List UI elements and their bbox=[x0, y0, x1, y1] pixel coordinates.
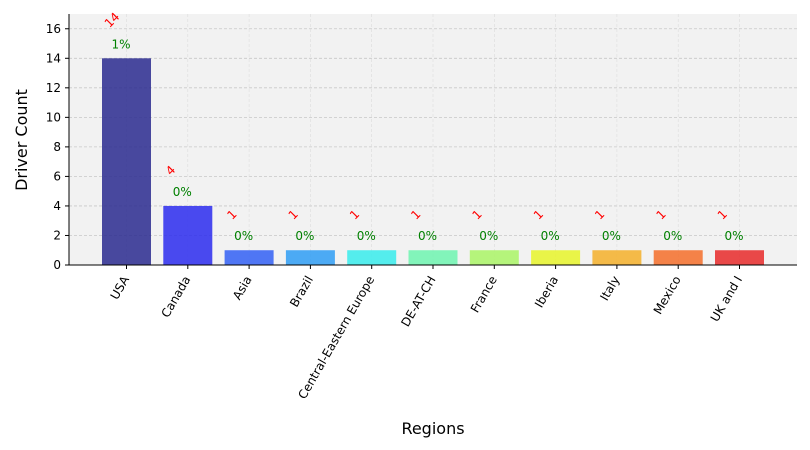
bar bbox=[347, 250, 397, 265]
bar bbox=[163, 205, 213, 265]
y-tick-label: 4 bbox=[53, 199, 61, 213]
y-tick-label: 8 bbox=[53, 140, 61, 154]
x-tick-label: Iberia bbox=[532, 274, 561, 311]
bar bbox=[531, 250, 581, 265]
y-tick-label: 2 bbox=[53, 228, 61, 242]
bar bbox=[408, 250, 458, 265]
y-tick-label: 10 bbox=[46, 110, 61, 124]
x-tick-label: Italy bbox=[597, 274, 622, 304]
percent-label: 0% bbox=[357, 229, 376, 243]
x-tick-label: Brazil bbox=[287, 274, 316, 310]
x-tick-label: Canada bbox=[158, 274, 193, 321]
y-tick-label: 14 bbox=[46, 51, 61, 65]
bar bbox=[469, 250, 519, 265]
data-labels: 1%140%40%10%10%10%10%10%10%10%10%1 bbox=[102, 10, 744, 244]
percent-label: 1% bbox=[112, 37, 131, 51]
bar bbox=[285, 250, 335, 265]
y-tick-label: 6 bbox=[53, 169, 61, 183]
y-tick-label: 16 bbox=[46, 22, 61, 36]
percent-label: 0% bbox=[418, 229, 437, 243]
x-axis-title: Regions bbox=[401, 419, 464, 438]
percent-label: 0% bbox=[541, 229, 560, 243]
percent-label: 0% bbox=[602, 229, 621, 243]
bar bbox=[592, 250, 642, 265]
x-tick-label: UK and I bbox=[708, 274, 745, 325]
x-tick-label: USA bbox=[108, 273, 133, 302]
bar bbox=[653, 250, 703, 265]
x-tick-label: Mexico bbox=[651, 274, 684, 317]
y-axis-title: Driver Count bbox=[12, 89, 31, 191]
grid-lines bbox=[69, 14, 797, 265]
bar bbox=[102, 58, 151, 266]
bar bbox=[715, 250, 764, 265]
x-tick-label: France bbox=[468, 274, 500, 316]
x-tick-label: Asia bbox=[230, 274, 255, 303]
y-axis-ticks: 0 2 4 6 8 10 12 14 16 bbox=[46, 22, 69, 272]
percent-label: 0% bbox=[725, 229, 744, 243]
percent-label: 0% bbox=[295, 229, 314, 243]
y-tick-label: 12 bbox=[46, 81, 61, 95]
percent-label: 0% bbox=[234, 229, 253, 243]
bars bbox=[102, 58, 764, 266]
percent-label: 0% bbox=[663, 229, 682, 243]
percent-label: 0% bbox=[173, 185, 192, 199]
bar bbox=[224, 250, 274, 265]
y-tick-label: 0 bbox=[53, 258, 61, 272]
x-tick-label: DE-AT-CH bbox=[398, 274, 438, 330]
percent-label: 0% bbox=[479, 229, 498, 243]
